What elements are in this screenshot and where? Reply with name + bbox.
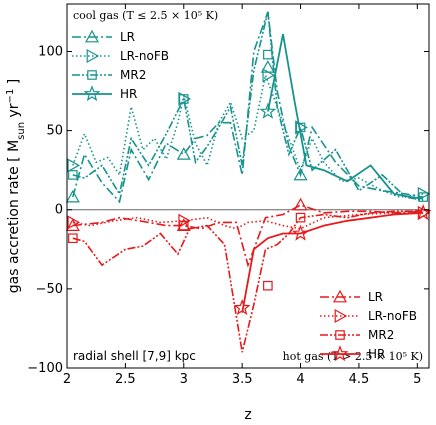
y-tick-label: 50 bbox=[46, 124, 63, 139]
y-axis-label: gas accretion rate [ Msun yr−1 ] bbox=[5, 79, 27, 293]
marker-cool-mr2 bbox=[68, 170, 78, 180]
marker-cool-lr-nofb bbox=[295, 120, 308, 135]
legend-label-hot-lr: LR bbox=[368, 290, 383, 304]
legend-marker-hot-hr bbox=[331, 345, 349, 362]
series-line-hot-lr bbox=[72, 204, 424, 268]
legend-marker-cool-lr bbox=[84, 29, 100, 43]
y-tick-label: 100 bbox=[38, 44, 63, 59]
marker-hot-mr2 bbox=[263, 280, 273, 291]
marker-hot-hr bbox=[233, 298, 251, 316]
marker-hot-lr bbox=[65, 218, 80, 231]
marker-hot-mr2 bbox=[68, 233, 78, 244]
y-axis-label-end: ] bbox=[6, 79, 22, 89]
series-line-cool-hr bbox=[267, 33, 424, 200]
marker-cool-lr-nofb bbox=[262, 68, 276, 83]
x-tick-label: 3 bbox=[180, 372, 188, 387]
legend-marker-hot-mr2 bbox=[335, 330, 345, 340]
x-tick-label: 5 bbox=[413, 372, 421, 387]
marker-cool-mr2 bbox=[418, 192, 428, 202]
marker-cool-lr-nofb bbox=[67, 158, 81, 173]
cool-gas-annotation: cool gas (T ≤ 2.5 × 10⁵ K) bbox=[73, 9, 218, 22]
marker-hot-mr2 bbox=[178, 220, 189, 231]
marker-hot-hr bbox=[414, 203, 432, 221]
x-axis-label: z bbox=[244, 407, 251, 423]
y-axis-label-sup: −1 bbox=[5, 89, 16, 104]
x-tick-label: 3.5 bbox=[232, 372, 253, 387]
marker-cool-mr2 bbox=[178, 94, 189, 104]
x-tick-label: 4.5 bbox=[349, 372, 370, 387]
x-tick-label: 4 bbox=[296, 372, 304, 387]
series-line-hot-lr-nofb bbox=[72, 212, 424, 230]
marker-layer bbox=[65, 49, 432, 316]
y-tick-label: −50 bbox=[36, 282, 63, 297]
legend-marker-cool-lr-nofb bbox=[86, 48, 100, 64]
marker-cool-hr bbox=[259, 102, 277, 119]
marker-hot-hr bbox=[292, 224, 310, 241]
legend-label-cool-hr: HR bbox=[120, 87, 137, 101]
legend-marker-hot-lr-nofb bbox=[334, 308, 348, 324]
series-line-hot-mr2 bbox=[72, 210, 424, 353]
series-line-cool-lr-nofb bbox=[72, 72, 424, 198]
radial-shell-annotation: radial shell [7,9] kpc bbox=[73, 349, 196, 363]
y-tick-label: −100 bbox=[27, 361, 63, 376]
marker-cool-lr bbox=[176, 147, 191, 160]
legend-label-cool-lr-nofb: LR-noFB bbox=[120, 49, 169, 63]
legend-cool-gas: LR LR-noFB MR2 HR bbox=[72, 29, 169, 102]
series-layer bbox=[72, 11, 424, 353]
marker-hot-mr2 bbox=[295, 212, 306, 223]
legend-marker-hot-lr bbox=[332, 289, 348, 303]
x-tick-label: 2.5 bbox=[115, 372, 136, 387]
legend-label-cool-lr: LR bbox=[120, 30, 135, 44]
marker-cool-mr2 bbox=[295, 122, 306, 133]
series-line-cool-lr bbox=[72, 11, 424, 204]
hot-gas-annotation: hot gas (T > 2.5 × 10⁵ K) bbox=[283, 350, 423, 363]
y-tick-label: 0 bbox=[55, 203, 63, 218]
legend-hot-gas: LR LR-noFB MR2 HR bbox=[320, 289, 417, 362]
y-axis-label-main: gas accretion rate [ M bbox=[6, 140, 22, 293]
y-axis-label-mid: yr bbox=[6, 103, 22, 122]
legend-marker-cool-mr2 bbox=[87, 70, 97, 80]
legend-marker-cool-hr bbox=[83, 85, 101, 102]
marker-hot-lr-nofb bbox=[67, 215, 81, 230]
marker-hot-lr bbox=[176, 218, 191, 231]
marker-cool-lr bbox=[65, 189, 80, 203]
marker-hot-lr bbox=[293, 197, 308, 211]
series-line-cool-mr2 bbox=[72, 11, 424, 201]
legend-label-cool-mr2: MR2 bbox=[120, 68, 146, 82]
y-axis-label-sub: sun bbox=[16, 122, 27, 140]
x-tick-label: 2 bbox=[63, 372, 71, 387]
series-line-hot-hr bbox=[241, 212, 424, 313]
axis-ticks: 2 2.5 3 3.5 4 4.5 5 −100 −50 0 50 100 bbox=[27, 4, 429, 387]
marker-cool-lr bbox=[293, 167, 308, 181]
marker-cool-lr-nofb bbox=[417, 186, 431, 201]
legend-label-hot-lr-nofb: LR-noFB bbox=[368, 309, 417, 323]
marker-cool-mr2 bbox=[263, 49, 273, 60]
legend-label-hot-hr: HR bbox=[368, 347, 385, 361]
plot-frame bbox=[66, 3, 430, 369]
legend-label-hot-mr2: MR2 bbox=[368, 328, 394, 342]
